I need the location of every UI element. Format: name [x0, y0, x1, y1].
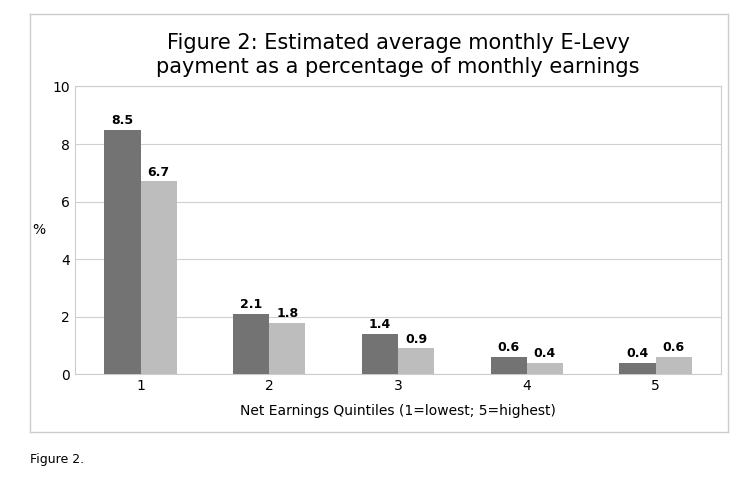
Bar — [140, 181, 176, 374]
Bar — [490, 357, 526, 374]
Text: 0.9: 0.9 — [405, 333, 427, 346]
Bar — [362, 334, 398, 374]
Title: Figure 2: Estimated average monthly E-Levy
payment as a percentage of monthly ea: Figure 2: Estimated average monthly E-Le… — [156, 33, 640, 76]
Bar — [270, 323, 306, 374]
Text: 6.7: 6.7 — [147, 166, 170, 179]
X-axis label: Net Earnings Quintiles (1=lowest; 5=highest): Net Earnings Quintiles (1=lowest; 5=high… — [240, 404, 556, 419]
Text: 8.5: 8.5 — [111, 114, 134, 127]
Bar — [398, 348, 434, 374]
Text: 1.8: 1.8 — [276, 307, 298, 320]
Bar — [234, 314, 270, 374]
Text: 0.4: 0.4 — [626, 347, 649, 360]
Text: Figure 2.: Figure 2. — [30, 453, 84, 466]
Text: 2.1: 2.1 — [240, 298, 262, 311]
Text: 1.4: 1.4 — [369, 318, 391, 331]
Text: 0.4: 0.4 — [534, 347, 556, 360]
Bar — [656, 357, 692, 374]
Text: 0.6: 0.6 — [498, 341, 520, 354]
Text: 0.6: 0.6 — [662, 341, 685, 354]
Bar — [526, 363, 562, 374]
Y-axis label: %: % — [32, 223, 45, 238]
Bar — [620, 363, 656, 374]
Bar — [104, 130, 140, 374]
